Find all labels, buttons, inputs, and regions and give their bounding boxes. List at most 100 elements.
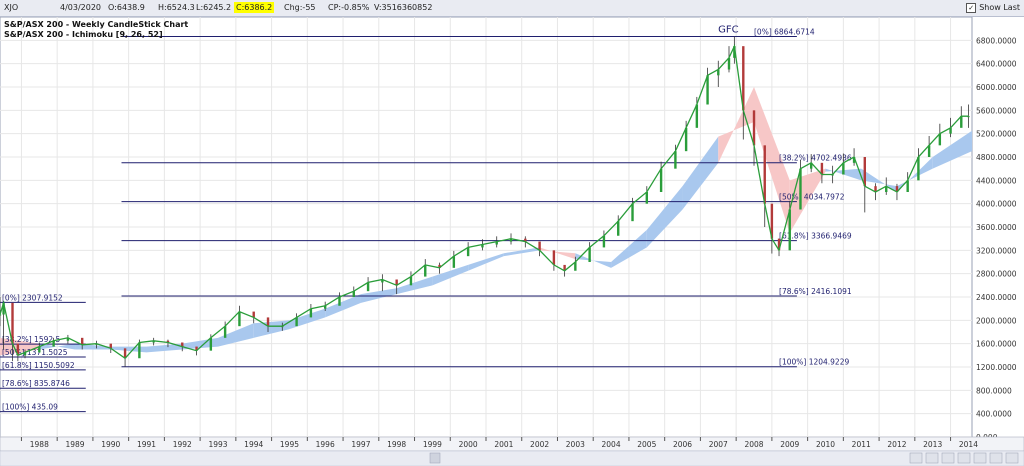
x-tick-label: 2003 xyxy=(566,440,585,449)
candle-body xyxy=(209,337,213,351)
x-tick-label: 1998 xyxy=(387,440,406,449)
candle-body xyxy=(788,209,791,251)
candle-body xyxy=(538,241,541,251)
gfc-annotation: GFC xyxy=(718,25,739,36)
high-value: H:6524.3 xyxy=(158,3,195,12)
symbol-label: XJO xyxy=(4,3,19,12)
candle-body xyxy=(863,157,866,187)
ichimoku-cloud-segment xyxy=(396,276,433,295)
info-bar: XJO 4/03/2020 O:6438.9 H:6524.3 L:6245.2… xyxy=(0,0,1024,17)
candle-body xyxy=(752,110,756,146)
y-tick-label: 1200.0000 xyxy=(976,363,1017,372)
candle-body xyxy=(617,221,620,236)
show-last-checkbox[interactable]: ✓ xyxy=(966,2,977,13)
candle-body xyxy=(524,238,527,242)
candle-body xyxy=(733,46,736,58)
low-value: L:6245.2 xyxy=(196,3,232,12)
candle-body xyxy=(23,352,27,356)
candle-body xyxy=(820,162,824,175)
scroll-nav-button xyxy=(989,452,1003,464)
y-tick-label: 2000.0000 xyxy=(976,316,1017,325)
candle-body xyxy=(799,168,802,210)
y-tick-label: 400.0000 xyxy=(976,410,1012,419)
candle-body xyxy=(195,346,198,351)
candle-body xyxy=(338,297,341,306)
candle-body xyxy=(727,57,731,70)
y-tick-label: 800.0000 xyxy=(976,386,1012,395)
candle-body xyxy=(809,162,813,169)
ichimoku-cloud-segment xyxy=(503,247,540,257)
candle-body xyxy=(438,264,441,268)
x-tick-label: 2007 xyxy=(709,440,728,449)
candle-body xyxy=(906,180,909,192)
x-tick-label: 1989 xyxy=(65,440,84,449)
left-fib-label: [78.6%] 835.8746 xyxy=(2,379,70,388)
candle-body xyxy=(452,256,456,268)
ichimoku-cloud-segment xyxy=(253,320,290,338)
indicator-title: S&P/ASX 200 - Ichimoku [9, 26, 52] xyxy=(4,30,163,39)
candle-body xyxy=(323,305,327,309)
price-line xyxy=(0,43,969,360)
ichimoku-cloud-segment xyxy=(932,130,972,169)
x-tick-label: 1993 xyxy=(208,440,227,449)
x-tick-label: 2001 xyxy=(494,440,513,449)
candle-body xyxy=(917,157,920,181)
change-value: Chg:-55 xyxy=(284,3,316,12)
candle-body xyxy=(602,235,606,248)
candle-body xyxy=(181,342,184,347)
x-tick-label: 2006 xyxy=(673,440,692,449)
candle-body xyxy=(706,75,709,105)
fib-level-label: [38.2%] 4702.4936 xyxy=(779,154,852,163)
candle-body xyxy=(574,262,577,271)
x-tick-label: 2002 xyxy=(530,440,549,449)
x-tick-label: 2013 xyxy=(923,440,942,449)
ichimoku-cloud-segment xyxy=(539,247,576,260)
fib-level-label: [78.6%] 2416.1091 xyxy=(779,287,852,296)
ichimoku-cloud-segment xyxy=(289,308,326,330)
ichimoku-cloud-segment xyxy=(110,346,147,353)
fib-level-label: [50%] 4034.7972 xyxy=(779,193,845,202)
candle-body xyxy=(352,291,355,297)
candle-body xyxy=(80,337,84,345)
show-last-toggle[interactable]: ✓ Show Last xyxy=(966,2,1020,13)
ichimoku-cloud-segment xyxy=(718,87,755,163)
fib-level-label: [100%] 1204.9229 xyxy=(779,358,849,367)
candle-body xyxy=(366,282,370,292)
y-tick-label: 2800.0000 xyxy=(976,270,1017,279)
change-pct-value: CP:-0.85% xyxy=(328,3,370,12)
ichimoku-cloud-segment xyxy=(611,229,647,268)
candle-body xyxy=(938,133,942,146)
ichimoku-cloud-segment xyxy=(861,168,897,192)
x-tick-label: 2012 xyxy=(887,440,906,449)
candle-body xyxy=(2,302,5,315)
y-tick-label: 2400.0000 xyxy=(976,293,1017,302)
candle-body xyxy=(742,46,745,111)
x-tick-label: 2009 xyxy=(780,440,799,449)
x-tick-label: 1988 xyxy=(30,440,49,449)
y-tick-label: 4000.0000 xyxy=(976,200,1017,209)
ichimoku-cloud-segment xyxy=(360,288,397,303)
scroll-nav-button xyxy=(957,452,971,464)
candle-body xyxy=(563,264,566,271)
x-tick-label: 2010 xyxy=(816,440,835,449)
chart-title: S&P/ASX 200 - Weekly CandleStick Chart xyxy=(4,20,188,29)
x-tick-label: 2000 xyxy=(459,440,478,449)
candle-body xyxy=(717,69,720,76)
y-tick-label: 3200.0000 xyxy=(976,246,1017,255)
candle-body xyxy=(266,317,270,327)
candle-body xyxy=(424,264,427,277)
candle-body xyxy=(295,317,298,327)
candle-body xyxy=(109,343,112,349)
candle-body xyxy=(552,250,556,265)
scrollbar-track xyxy=(0,450,1024,466)
price-chart[interactable]: 0.000400.0000800.00001200.00001600.00002… xyxy=(0,17,1024,466)
x-tick-label: 1996 xyxy=(316,440,335,449)
candle-body xyxy=(123,348,127,359)
candle-body xyxy=(967,116,970,118)
x-tick-label: 2014 xyxy=(959,440,978,449)
y-tick-label: 5200.0000 xyxy=(976,130,1017,139)
ichimoku-cloud-segment xyxy=(754,87,790,233)
left-fib-label: [0%] 2307.9152 xyxy=(2,293,63,302)
candle-body xyxy=(631,203,634,222)
